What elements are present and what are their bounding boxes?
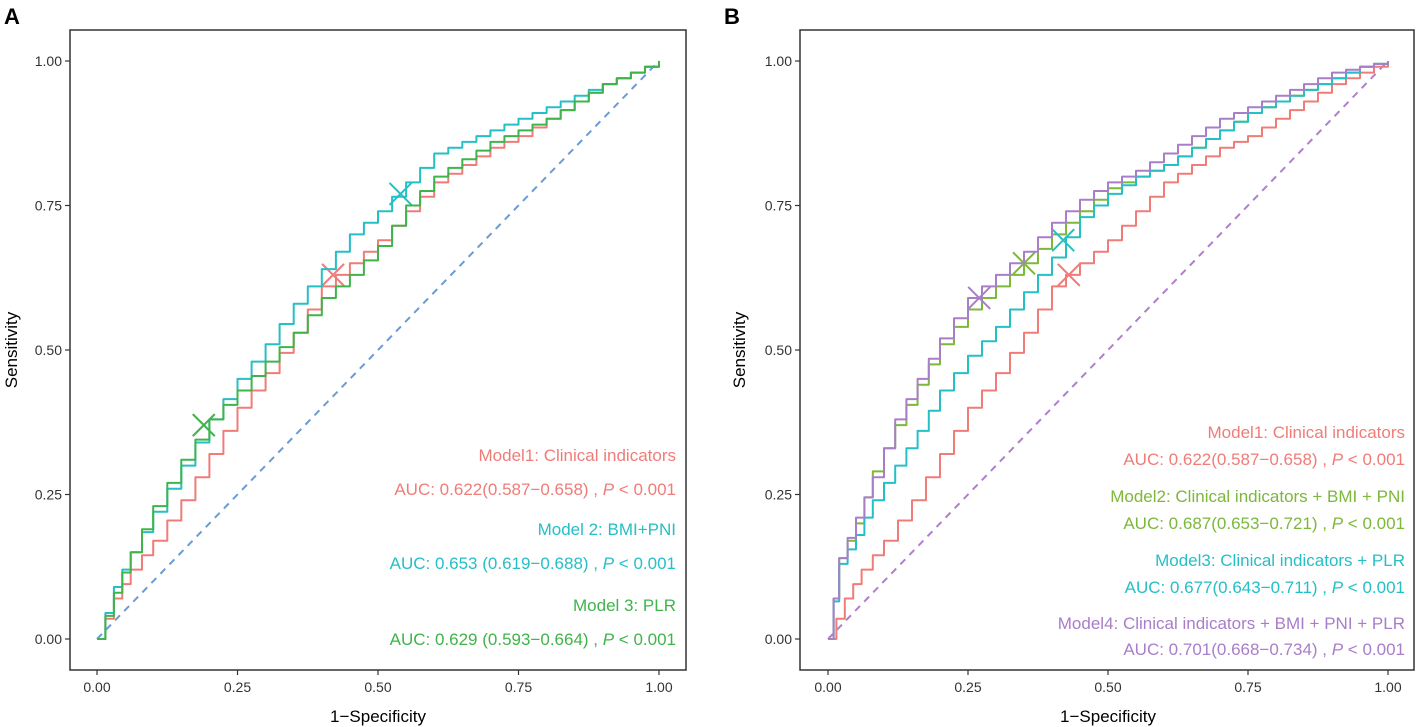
panel-a-y-tick-label: 0.00 (35, 631, 62, 647)
panel-a-legend-p-value: < 0.001 (614, 630, 676, 649)
panel-b-x-tick-label: 0.25 (954, 679, 981, 695)
panel-a-legend-p-value: < 0.001 (614, 480, 676, 499)
panel-b-legend-p-symbol: P (1332, 514, 1344, 533)
panel-a-curves (96, 60, 660, 640)
panel-a-y-tick-label: 0.75 (35, 198, 62, 214)
panel-b-y-tick-label: 0.75 (765, 198, 792, 214)
panel-b-legend-auc-value: AUC: 0.677(0.643−0.711) , (1125, 578, 1332, 597)
panel-a-x-axis-label: 1−Specificity (330, 707, 426, 726)
panel-a-cutoff-marker-1 (321, 263, 345, 287)
panel-a-x-tick-label: 0.50 (364, 679, 391, 695)
panel-b: B 0.00 0.25 0.50 0.75 1.00 0.00 0.25 0.50 0.75 1… (724, 4, 1415, 726)
panel-a-legend-model-name: Model 2: BMI+PNI (538, 520, 676, 539)
panel-b-legend-p-symbol: P (1332, 640, 1344, 659)
panel-b-y-tick-label: 1.00 (765, 53, 792, 69)
panel-b-legend-model-name: Model4: Clinical indicators + BMI + PNI … (1058, 614, 1405, 633)
panel-b-x-tick-label: 1.00 (1374, 679, 1401, 695)
panel-b-reference-line (827, 60, 1389, 640)
panel-b-x-tick-label: 0.50 (1094, 679, 1121, 695)
panel-b-x-tick-label: 0.00 (814, 679, 841, 695)
panel-a-legend-auc: AUC: 0.622(0.587−0.658) , P < 0.001 (394, 480, 676, 499)
panel-a-x-tick-label: 1.00 (645, 679, 672, 695)
panel-a-x-tick-label: 0.25 (224, 679, 251, 695)
panel-a-cutoff-marker-3 (192, 413, 216, 437)
panel-a-legend-model-name: Model 3: PLR (573, 596, 676, 615)
panel-b-y-tick-label: 0.00 (765, 631, 792, 647)
panel-a-y-axis-label: Sensitivity (2, 311, 21, 388)
panel-b-legend-model-name: Model2: Clinical indicators + BMI + PNI (1110, 487, 1405, 506)
panel-b-curves (827, 60, 1389, 640)
panel-b-legend-auc-value: AUC: 0.622(0.587−0.658) , (1123, 450, 1331, 469)
panel-b-x-axis-label: 1−Specificity (1060, 707, 1156, 726)
panel-a-legend-auc-value: AUC: 0.629 (0.593−0.664) , (390, 630, 603, 649)
panel-b-y-ticks: 0.00 0.25 0.50 0.75 1.00 (765, 53, 800, 647)
panel-b-legend-p-symbol: P (1332, 578, 1344, 597)
panel-b-x-tick-label: 0.75 (1234, 679, 1261, 695)
panel-b-roc-curve-3 (828, 61, 1389, 640)
panel-a-x-ticks: 0.00 0.25 0.50 0.75 1.00 (83, 670, 673, 695)
panel-a-legend-p-symbol: P (603, 480, 615, 499)
panel-a-y-tick-label: 0.25 (35, 487, 62, 503)
panel-a-y-tick-label: 0.50 (35, 342, 62, 358)
panel-b-y-axis-label: Sensitivity (730, 311, 749, 388)
panel-b-legend-auc: AUC: 0.622(0.587−0.658) , P < 0.001 (1123, 450, 1405, 469)
panel-b-legend-model-name: Model3: Clinical indicators + PLR (1155, 551, 1405, 570)
panel-b-y-tick-label: 0.25 (765, 487, 792, 503)
panel-a-y-tick-label: 1.00 (35, 53, 62, 69)
panel-a-legend-auc-value: AUC: 0.622(0.587−0.658) , (394, 480, 602, 499)
panel-a-y-ticks: 0.00 0.25 0.50 0.75 1.00 (35, 53, 70, 647)
panel-b-legend-p-value: < 0.001 (1343, 640, 1405, 659)
panel-b-legend-auc: AUC: 0.677(0.643−0.711) , P < 0.001 (1125, 578, 1405, 597)
panel-b-y-tick-label: 0.50 (765, 342, 792, 358)
panel-b-letter: B (724, 4, 740, 29)
panel-b-cutoff-marker-3 (1051, 228, 1075, 252)
panel-b-roc-curve-1 (828, 61, 1389, 640)
panel-a-roc-curve-3 (97, 61, 660, 640)
panel-b-legend-auc: AUC: 0.687(0.653−0.721) , P < 0.001 (1123, 514, 1405, 533)
panel-a-legend-p-value: < 0.001 (614, 554, 676, 573)
panel-a-cutoff-marker-2 (388, 182, 413, 206)
panel-b-legend-model-name: Model1: Clinical indicators (1208, 423, 1405, 442)
panel-a-legend-p-symbol: P (603, 554, 615, 573)
panel-b-legend-p-value: < 0.001 (1343, 514, 1405, 533)
panel-b-legend-auc-value: AUC: 0.701(0.668−0.734) , (1123, 640, 1331, 659)
panel-b-legend-auc: AUC: 0.701(0.668−0.734) , P < 0.001 (1123, 640, 1405, 659)
panel-b-legend-p-value: < 0.001 (1343, 450, 1405, 469)
panel-b-cutoff-marker-4 (967, 286, 991, 310)
panel-a-legend-auc: AUC: 0.653 (0.619−0.688) , P < 0.001 (390, 554, 676, 573)
panel-a-legend: Model1: Clinical indicators AUC: 0.622(0.… (390, 446, 676, 649)
panel-a-legend-p-symbol: P (603, 630, 615, 649)
panel-b-legend-auc-value: AUC: 0.687(0.653−0.721) , (1123, 514, 1331, 533)
panel-b-legend: Model1: Clinical indicators AUC: 0.622(0.… (1058, 423, 1405, 659)
panel-a-legend-model-name: Model1: Clinical indicators (479, 446, 676, 465)
panel-b-legend-p-symbol: P (1332, 450, 1344, 469)
panel-a-x-tick-label: 0.00 (83, 679, 110, 695)
panel-b-x-ticks: 0.00 0.25 0.50 0.75 1.00 (814, 670, 1402, 695)
panel-a-x-tick-label: 0.75 (505, 679, 532, 695)
panel-a-legend-auc-value: AUC: 0.653 (0.619−0.688) , (390, 554, 603, 573)
panel-a: A 0.00 0.25 0.50 0.75 1.00 0.00 0.25 0.50 0.75 1… (2, 4, 687, 726)
panel-b-legend-p-value: < 0.001 (1343, 578, 1405, 597)
panel-b-roc-curve-4 (828, 61, 1389, 640)
panel-a-legend-auc: AUC: 0.629 (0.593−0.664) , P < 0.001 (390, 630, 676, 649)
panel-a-reference-line (96, 60, 660, 640)
panel-a-letter: A (4, 4, 20, 29)
panel-b-cutoff-marker-1 (1057, 263, 1081, 287)
